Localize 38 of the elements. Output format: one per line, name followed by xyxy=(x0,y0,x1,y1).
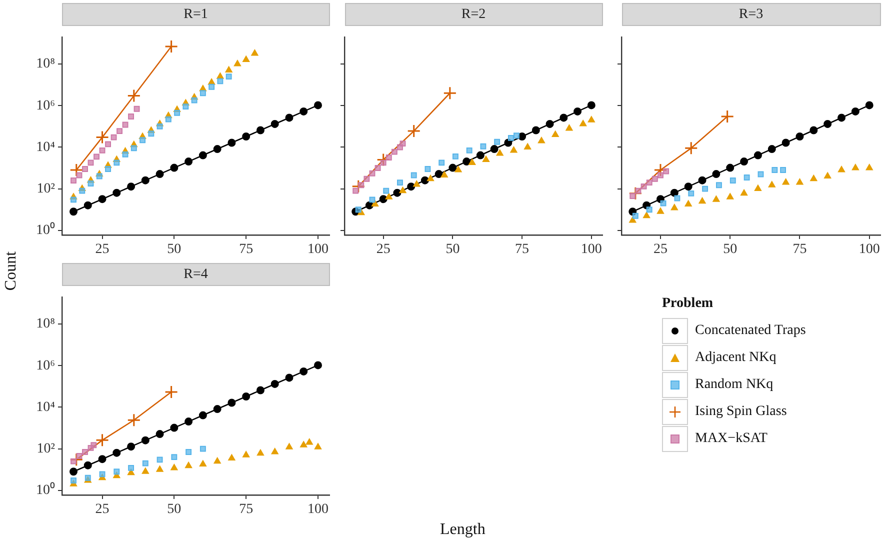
legend-label: Adjacent NKq xyxy=(695,350,776,366)
x-tick-label: 25 xyxy=(95,242,110,258)
y-tick-label: 10⁸ xyxy=(36,316,56,332)
y-tick-label: 10⁶ xyxy=(36,358,56,374)
x-tick-label: 50 xyxy=(167,502,182,518)
chart-title: R=2 xyxy=(344,3,602,26)
x-tick-label: 75 xyxy=(515,242,530,258)
y-tick-label: 10⁶ xyxy=(36,98,56,114)
y-tick-label: 10⁰ xyxy=(36,482,55,498)
y-tick-label: 10² xyxy=(36,181,55,196)
x-tick-label: 75 xyxy=(239,502,254,518)
x-tick-label: 25 xyxy=(653,242,668,258)
x-tick-label: 75 xyxy=(792,242,807,258)
legend-title: Problem xyxy=(662,296,714,312)
y-tick-label: 10⁴ xyxy=(36,140,56,155)
chart-title: R=3 xyxy=(622,3,880,26)
x-axis-title: Length xyxy=(440,521,486,539)
legend-label: MAX−kSAT xyxy=(695,430,768,446)
x-tick-label: 25 xyxy=(95,502,110,518)
chart-title: R=4 xyxy=(62,263,330,286)
chart-title: R=1 xyxy=(62,3,330,26)
x-tick-label: 100 xyxy=(580,242,602,258)
x-tick-label: 50 xyxy=(723,242,738,258)
x-tick-label: 50 xyxy=(446,242,460,258)
y-axis-title: Count xyxy=(2,251,21,291)
y-tick-label: 10⁰ xyxy=(36,222,55,238)
legend-label: Random NKq xyxy=(695,376,774,392)
y-tick-label: 10⁴ xyxy=(36,400,56,415)
legend-label: Concatenated Traps xyxy=(695,322,806,338)
x-tick-label: 50 xyxy=(167,242,182,258)
legend-label: Ising Spin Glass xyxy=(695,404,787,420)
y-tick-label: 10² xyxy=(36,441,55,456)
x-tick-label: 100 xyxy=(307,242,328,258)
x-tick-label: 100 xyxy=(307,502,328,518)
x-tick-label: 75 xyxy=(239,242,254,258)
y-tick-label: 10⁸ xyxy=(36,56,56,72)
x-tick-label: 25 xyxy=(376,242,390,258)
x-tick-label: 100 xyxy=(858,242,880,258)
